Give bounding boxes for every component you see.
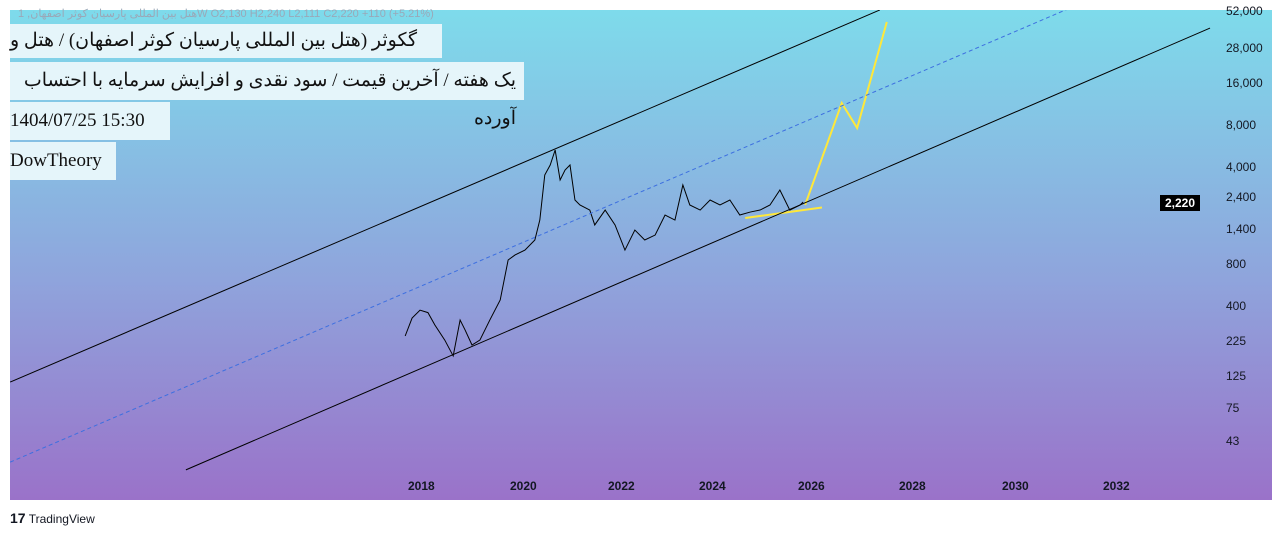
y-tick: 1,400 <box>1226 222 1257 236</box>
chart-svg <box>10 10 1211 471</box>
y-tick: 2,400 <box>1226 190 1257 204</box>
tradingview-logo[interactable]: 17 TradingView <box>10 510 95 526</box>
y-tick: 800 <box>1226 257 1247 271</box>
x-tick: 2020 <box>510 479 537 493</box>
y-tick: 75 <box>1226 401 1240 415</box>
brand: TradingView <box>28 512 95 526</box>
x-tick: 2026 <box>798 479 825 493</box>
x-tick: 2018 <box>408 479 435 493</box>
x-tick: 2022 <box>608 479 635 493</box>
x-tick: 2024 <box>699 479 726 493</box>
projection-line <box>804 21 888 206</box>
x-tick: 2028 <box>899 479 926 493</box>
y-tick: 8,000 <box>1226 118 1257 132</box>
price-line <box>404 149 804 358</box>
channel-mid-line <box>10 10 1067 463</box>
x-tick: 2032 <box>1103 479 1130 493</box>
y-tick: 16,000 <box>1226 76 1263 90</box>
y-tick: 125 <box>1226 369 1247 383</box>
channel-upper-line <box>10 10 881 383</box>
subtitle-label: یک هفته / آخرین قیمت / سود نقدی و افزایش… <box>10 62 524 129</box>
author-label: DowTheory <box>10 142 116 180</box>
y-tick: 4,000 <box>1226 160 1257 174</box>
y-tick: 225 <box>1226 334 1247 348</box>
datetime-label: 1404/07/25 15:30 <box>10 102 170 140</box>
channel-lower-line <box>185 27 1211 471</box>
y-tick: 43 <box>1226 434 1240 448</box>
y-tick: 52,000 <box>1226 4 1263 18</box>
tv-logo-icon: 17 <box>10 510 26 526</box>
support-triangle-line <box>745 206 823 219</box>
y-tick: 28,000 <box>1226 41 1263 55</box>
y-tick: 400 <box>1226 299 1247 313</box>
title-label: گکوثر (هتل بین المللی پارسیان کوثر اصفها… <box>10 24 442 85</box>
ohlc-legend: هتل بین المللی پارسیان کوثر اصفهان, 1W O… <box>18 8 434 20</box>
x-tick: 2030 <box>1002 479 1029 493</box>
last-price-badge: 2,220 <box>1160 195 1201 211</box>
